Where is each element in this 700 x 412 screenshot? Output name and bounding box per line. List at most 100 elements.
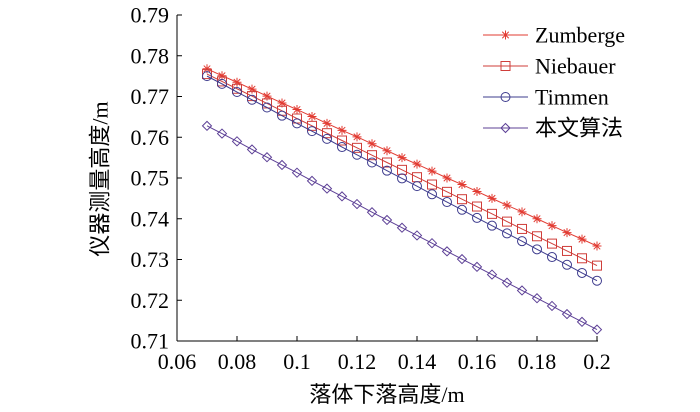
legend-label: Niebauer [535, 54, 616, 79]
legend-marker [500, 92, 511, 102]
series-2-point [532, 231, 542, 242]
legend-item: Zumberge [483, 23, 625, 48]
legend-item: Timmen [483, 85, 609, 110]
series-3-point [427, 189, 437, 200]
series-2-point [547, 238, 557, 249]
series-1-point [502, 200, 512, 210]
series-4-point [441, 246, 453, 257]
series-1-point [292, 105, 302, 115]
series-3-point [577, 267, 587, 278]
y-tick-label: 0.76 [131, 125, 170, 150]
series-3-point [307, 126, 317, 137]
series-1-point [247, 84, 257, 94]
series-2-point [517, 223, 527, 234]
series-3-point [322, 133, 332, 144]
series-1-point [217, 71, 227, 81]
series-4-line [206, 125, 598, 331]
series-1-point [517, 207, 527, 217]
series-2-point [382, 157, 392, 168]
legend: Zumberge Niebauer Timmen 本文算法 [483, 23, 625, 141]
series-2-point [577, 253, 587, 264]
series-2-point [322, 128, 332, 139]
series-2-point [472, 201, 482, 212]
x-tick-label: 0.1 [283, 349, 311, 374]
series-4-point [561, 308, 573, 320]
series-4-point [366, 207, 378, 218]
series-2-point [307, 120, 317, 131]
series-1-point [547, 221, 557, 231]
series-3-point [217, 78, 227, 89]
series-4-point [591, 324, 603, 335]
series-4-point [201, 120, 213, 132]
series-2-point [247, 91, 257, 102]
legend-marker [500, 61, 511, 71]
series-2-point [487, 208, 497, 219]
series-1-point [262, 91, 272, 101]
series-2-point [592, 260, 602, 271]
y-tick-label: 0.74 [131, 206, 170, 231]
y-tick-label: 0.77 [131, 84, 170, 109]
series-3-point [472, 212, 482, 223]
series-3-point [292, 118, 302, 129]
series-3-point [592, 275, 602, 286]
axes: 0.06 0.08 0.1 0.12 0.14 0.16 0.18 0.2 0.71 0.72 0.… [131, 3, 611, 375]
series-3-point [337, 142, 347, 153]
y-tick-label: 0.73 [131, 247, 170, 272]
series-3-point [382, 165, 392, 176]
series-4-point [291, 167, 303, 178]
legend-label: Zumberge [535, 23, 625, 48]
series-1-point [592, 241, 602, 251]
series-3-point [562, 259, 572, 270]
series-3-point [232, 87, 242, 98]
series-1-point [472, 186, 482, 196]
series-1-point [532, 214, 542, 224]
legend-item: 本文算法 [483, 116, 623, 141]
plot-series [201, 64, 603, 335]
x-tick-label: 0.14 [398, 349, 437, 374]
series-1-point [457, 180, 467, 190]
series-4-point [576, 316, 588, 328]
series-3-point [487, 220, 497, 231]
series-2-point [427, 179, 437, 190]
series-4-point [336, 191, 348, 202]
series-3-point [202, 71, 212, 82]
series-1-point [382, 146, 392, 156]
series-3-point [412, 181, 422, 192]
series-3-point [532, 244, 542, 255]
series-2-point [352, 142, 362, 153]
series-1-point [412, 159, 422, 169]
series-1-point [232, 77, 242, 87]
series-2-point [562, 245, 572, 256]
series-1-point [352, 132, 362, 142]
series-4-point [261, 152, 273, 163]
series-3-point [247, 94, 257, 105]
series-3-point [277, 110, 287, 121]
legend-marker [501, 30, 510, 40]
series-1-point [577, 234, 587, 244]
series-2-point [442, 186, 452, 197]
series-1-point [427, 166, 437, 176]
legend-label: 本文算法 [535, 116, 623, 141]
series-1-point [337, 125, 347, 135]
series-1-point [367, 139, 377, 149]
series-1-point [487, 193, 497, 203]
series-3-point [547, 252, 557, 263]
series-3-point [517, 236, 527, 247]
x-tick-label: 0.06 [158, 349, 197, 374]
series-1-point [202, 64, 212, 74]
series-4-point [411, 230, 423, 241]
x-tick-label: 0.08 [218, 349, 257, 374]
series-4-point [471, 261, 483, 273]
series-4-point [501, 277, 513, 288]
series-3-point [397, 173, 407, 184]
series-3-point [457, 204, 467, 215]
y-tick-label: 0.78 [131, 43, 170, 68]
series-4-point [396, 222, 408, 233]
series-2-point [337, 135, 347, 146]
series-1-point [562, 228, 572, 238]
x-axis-label: 落体下落高度/m [309, 382, 464, 407]
series-1-point [442, 173, 452, 183]
series-3-line [206, 75, 598, 282]
x-tick-label: 0.18 [518, 349, 557, 374]
